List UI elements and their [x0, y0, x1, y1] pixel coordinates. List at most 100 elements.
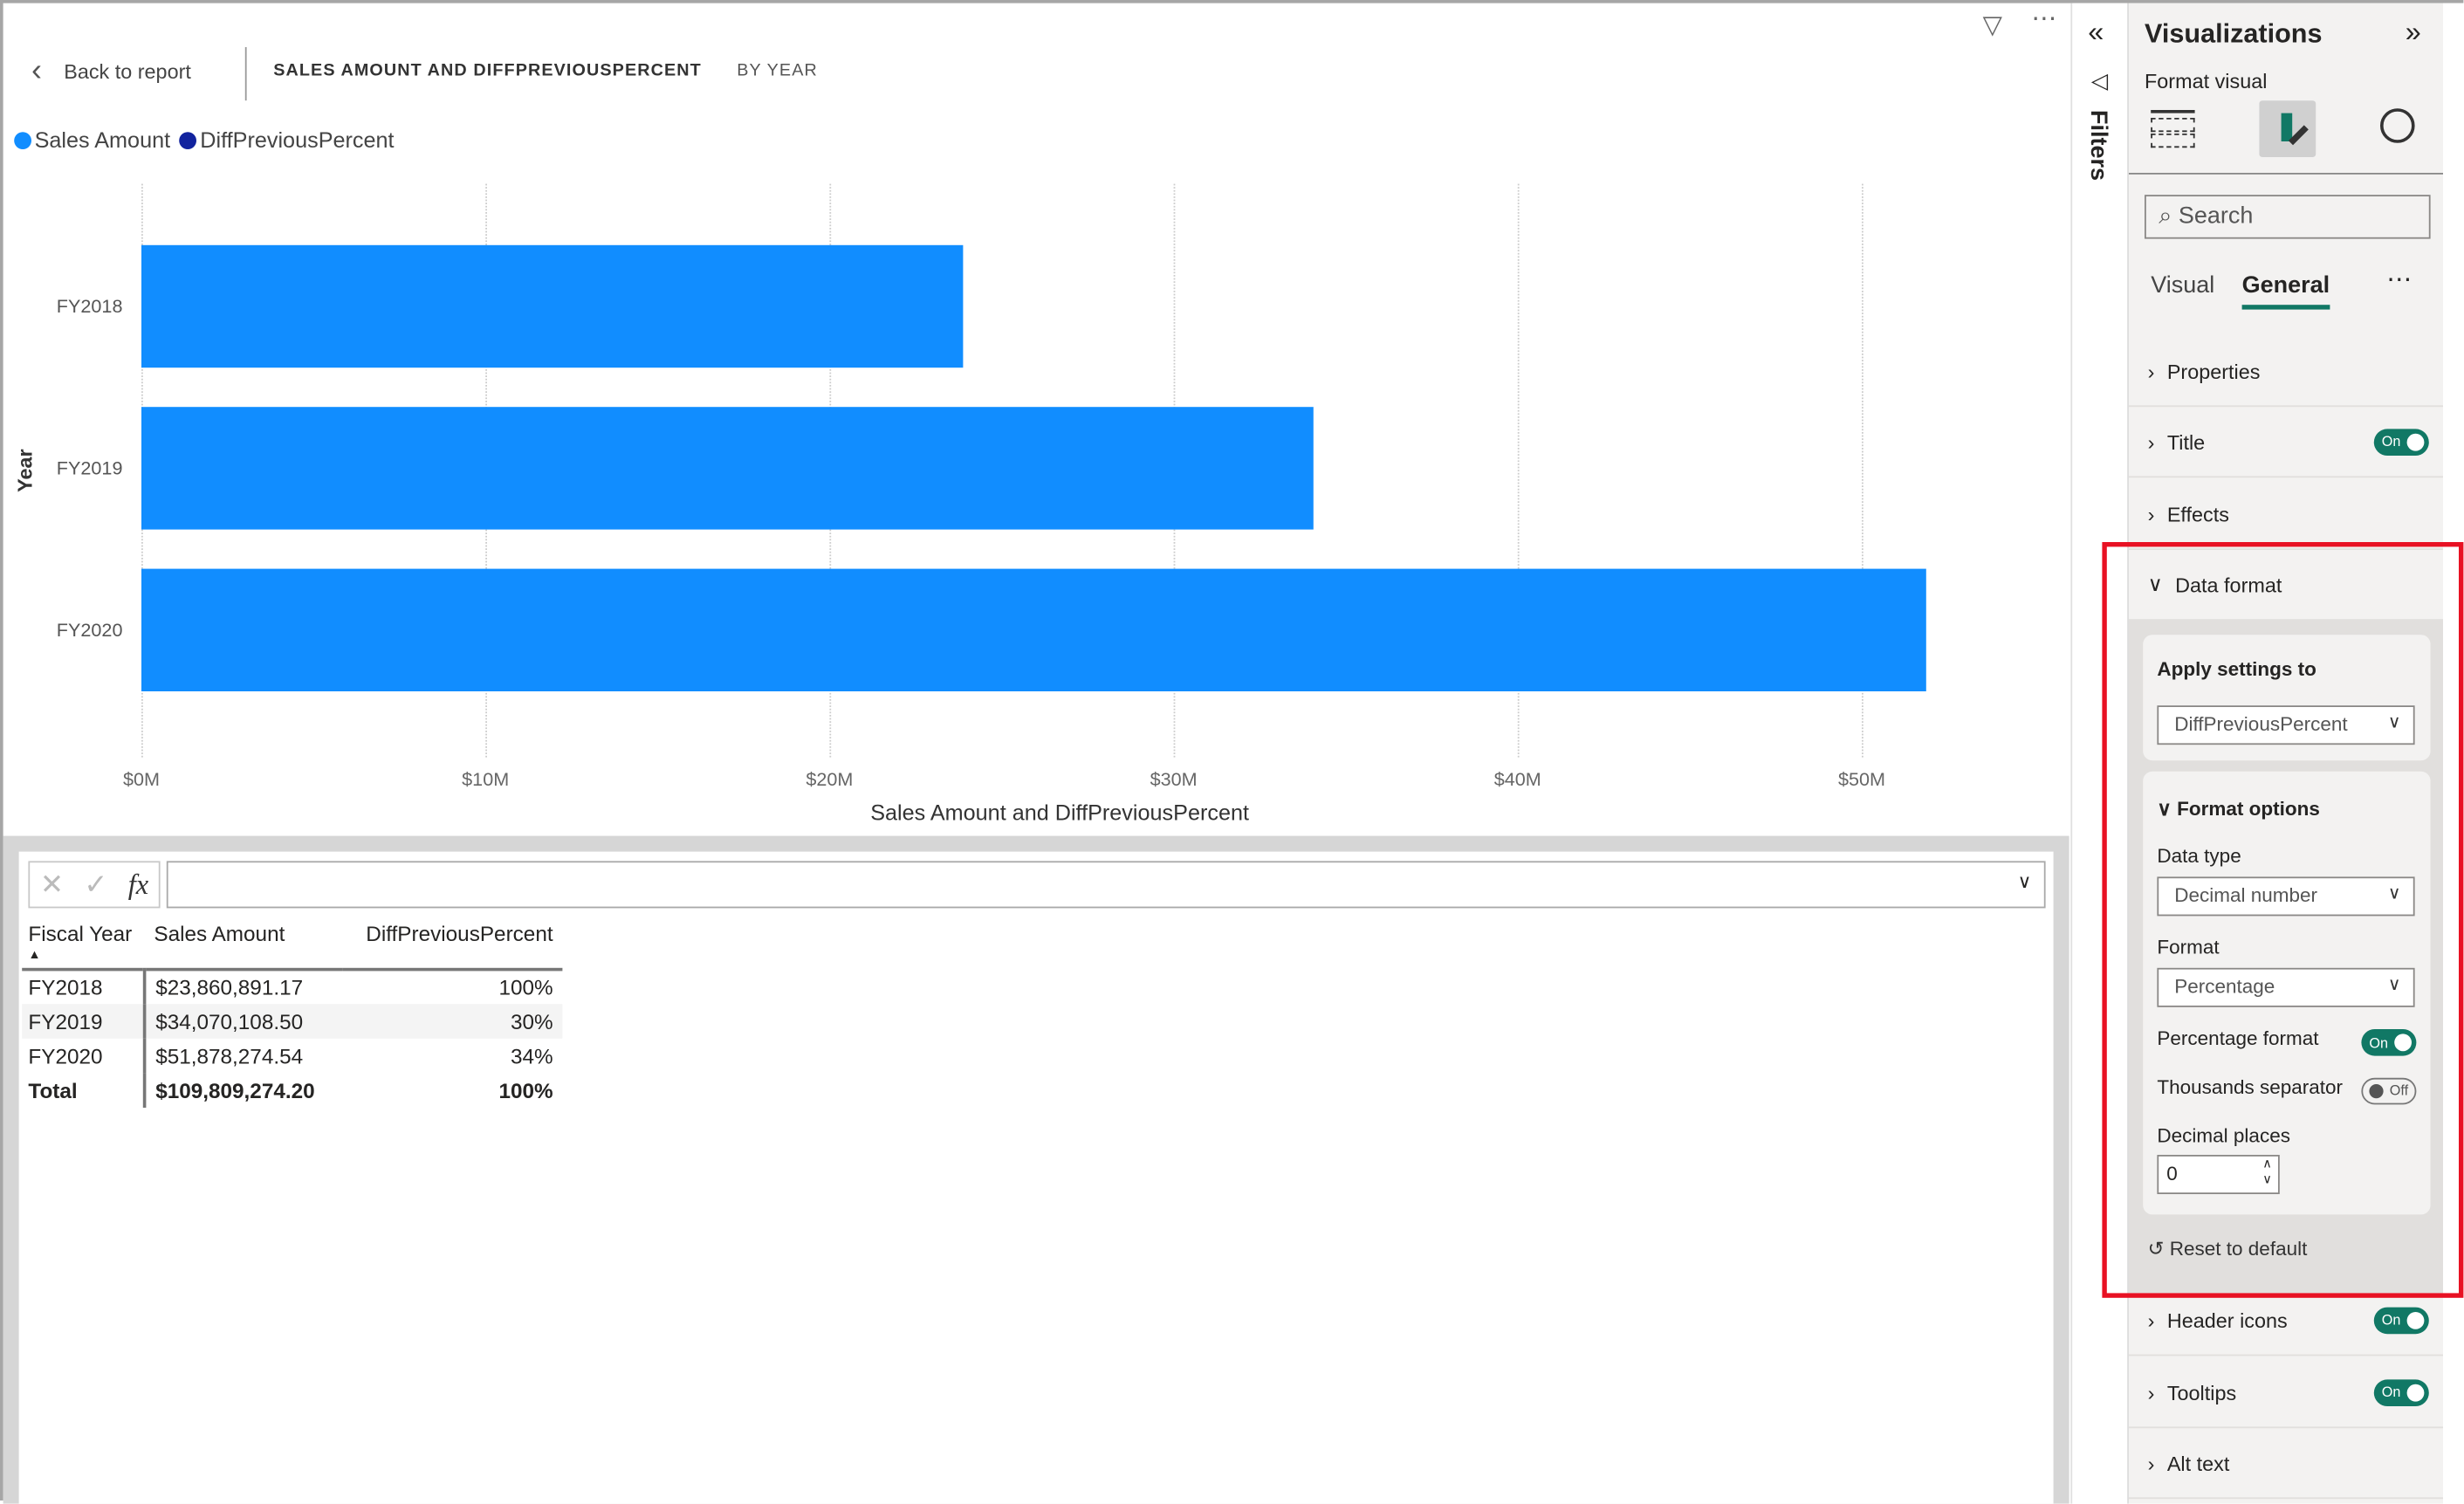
table-cell: Total — [22, 1073, 147, 1108]
reset-to-default-button[interactable]: ↺ Reset to default — [2147, 1238, 2308, 1260]
section-label: Effects — [2166, 502, 2229, 526]
chart-legend: Sales Amount DiffPreviousPercent — [14, 127, 395, 153]
table-cell: 100% — [498, 1078, 553, 1102]
legend-item-sales-amount[interactable]: Sales Amount — [14, 127, 170, 153]
more-options-icon[interactable]: ⋯ — [2031, 6, 2057, 33]
table-cell: FY2020 — [22, 1038, 147, 1074]
filters-label: Filters — [2084, 109, 2112, 182]
section-data-format[interactable]: ∨ Data format — [2129, 550, 2445, 621]
chevron-right-icon: › — [2147, 429, 2155, 454]
bar-fy2019[interactable] — [141, 407, 1314, 530]
chevron-down-icon: ∨ — [2157, 798, 2172, 821]
apply-settings-label: Apply settings to — [2157, 658, 2316, 681]
table-cell: $51,878,274.54 — [155, 1044, 304, 1068]
bar-fy2018[interactable] — [141, 244, 963, 368]
column-header-diffpreviouspercent[interactable]: DiffPreviousPercent — [366, 922, 553, 946]
chevron-down-icon[interactable]: ∨ — [2017, 870, 2032, 893]
format-dropdown[interactable]: Percentage ∨ — [2157, 967, 2415, 1007]
gridline — [1517, 183, 1520, 758]
table-cell: $109,809,274.20 — [155, 1078, 315, 1102]
table-cell: $34,070,108.50 — [155, 1009, 304, 1034]
x-axis-title: Sales Amount and DiffPreviousPercent — [870, 800, 1249, 825]
column-header-sales-amount[interactable]: Sales Amount — [154, 922, 285, 946]
format-visual-icon[interactable] — [2259, 100, 2316, 157]
section-toggle[interactable]: On — [2373, 1306, 2429, 1334]
decimal-places-spinner[interactable]: 0 ∧ ∨ — [2157, 1155, 2280, 1194]
decimal-places-label: Decimal places — [2157, 1124, 2290, 1147]
section-header-icons[interactable]: › Header icons On — [2129, 1285, 2445, 1356]
data-type-dropdown[interactable]: Decimal number ∨ — [2157, 876, 2415, 917]
bar-fy2020[interactable] — [141, 568, 1927, 691]
filters-pane-collapsed[interactable]: « ▽ Filters — [2070, 3, 2128, 1504]
format-label: Format — [2157, 936, 2220, 958]
section-label: Title — [2166, 429, 2206, 454]
x-tick-label: $50M — [1837, 768, 1886, 791]
search-input[interactable]: ⌕ Search — [2145, 195, 2431, 239]
visual-subtitle: BY YEAR — [737, 61, 818, 80]
search-icon: ⌕ — [2159, 203, 2172, 230]
filter-icon: ▽ — [2089, 73, 2115, 92]
section-tooltips[interactable]: › Tooltips On — [2129, 1357, 2445, 1429]
section-title[interactable]: › Title On — [2129, 407, 2445, 478]
section-properties[interactable]: › Properties — [2129, 336, 2445, 408]
filter-icon[interactable]: ▽ — [1982, 12, 2002, 39]
stepper-arrows-icon[interactable]: ∧ ∨ — [2262, 1156, 2272, 1186]
build-visual-icon[interactable] — [2151, 110, 2195, 151]
table-cell: FY2018 — [22, 969, 147, 1005]
cancel-icon[interactable]: ✕ — [39, 868, 65, 900]
chevron-right-icon: › — [2147, 1451, 2155, 1475]
tab-general[interactable]: General — [2241, 271, 2330, 310]
chevron-down-icon: ∨ — [2387, 713, 2401, 732]
x-tick-label: $30M — [1150, 768, 1198, 791]
formula-bar-buttons: ✕ ✓ fx — [28, 861, 161, 909]
check-icon[interactable]: ✓ — [84, 868, 108, 900]
y-tick-label: FY2018 — [56, 295, 123, 318]
collapse-left-icon[interactable]: « — [2088, 16, 2104, 47]
section-label: Alt text — [2166, 1451, 2230, 1475]
reset-icon: ↺ — [2147, 1238, 2165, 1260]
pane-subtitle: Format visual — [2145, 69, 2268, 93]
data-type-label: Data type — [2157, 845, 2241, 868]
thousands-separator-toggle[interactable]: Off — [2361, 1077, 2417, 1105]
chevron-right-icon: › — [2147, 1308, 2155, 1332]
data-format-body: Apply settings to DiffPreviousPercent ∨ ∨… — [2129, 621, 2445, 1294]
x-tick-label: $40M — [1493, 768, 1541, 791]
back-to-report-button[interactable]: ‹ Back to report — [31, 53, 191, 89]
chevron-right-icon: › — [2147, 502, 2155, 526]
chevron-down-icon: ∨ — [2147, 572, 2163, 596]
table-row: FY2019 $34,070,108.50 30% — [22, 1004, 563, 1039]
table-cell: 30% — [510, 1009, 553, 1034]
format-options-header[interactable]: ∨ Format options — [2157, 798, 2320, 821]
section-toggle[interactable]: On — [2373, 1378, 2429, 1406]
more-options-icon[interactable]: ⋯ — [2386, 267, 2412, 294]
total-row: Total $109,809,274.20 100% — [22, 1073, 562, 1108]
analytics-icon[interactable] — [2380, 108, 2415, 143]
tab-visual[interactable]: Visual — [2151, 271, 2215, 299]
apply-settings-card: Apply settings to DiffPreviousPercent ∨ — [2143, 635, 2431, 761]
divider — [2129, 173, 2445, 175]
apply-settings-dropdown[interactable]: DiffPreviousPercent ∨ — [2157, 705, 2415, 745]
chevron-down-icon: ∨ — [2387, 884, 2401, 903]
expand-right-icon[interactable]: » — [2405, 16, 2421, 47]
pane-title: Visualizations — [2145, 18, 2323, 49]
table-cell: 100% — [498, 975, 553, 999]
section-label: Header icons — [2166, 1308, 2288, 1332]
column-header-fiscal-year[interactable]: Fiscal Year ▲ — [28, 922, 133, 962]
section-effects[interactable]: › Effects — [2129, 479, 2445, 550]
sort-ascending-icon: ▲ — [28, 947, 41, 962]
table-cell: 34% — [510, 1044, 553, 1068]
section-alt-text[interactable]: › Alt text — [2129, 1428, 2445, 1500]
back-label: Back to report — [64, 59, 191, 84]
y-tick-label: FY2019 — [56, 457, 123, 479]
section-toggle[interactable]: On — [2373, 428, 2429, 456]
section-label: Data format — [2175, 573, 2282, 597]
divider — [244, 47, 247, 101]
thousands-separator-label: Thousands separator — [2157, 1076, 2344, 1099]
chevron-right-icon: › — [2147, 359, 2155, 383]
percentage-format-toggle[interactable]: On — [2361, 1029, 2417, 1056]
legend-item-diffpreviouspercent[interactable]: DiffPreviousPercent — [179, 127, 395, 153]
formula-input[interactable]: ∨ — [166, 861, 2046, 909]
chevron-down-icon: ∨ — [2387, 975, 2401, 995]
fx-icon[interactable]: fx — [127, 868, 149, 900]
